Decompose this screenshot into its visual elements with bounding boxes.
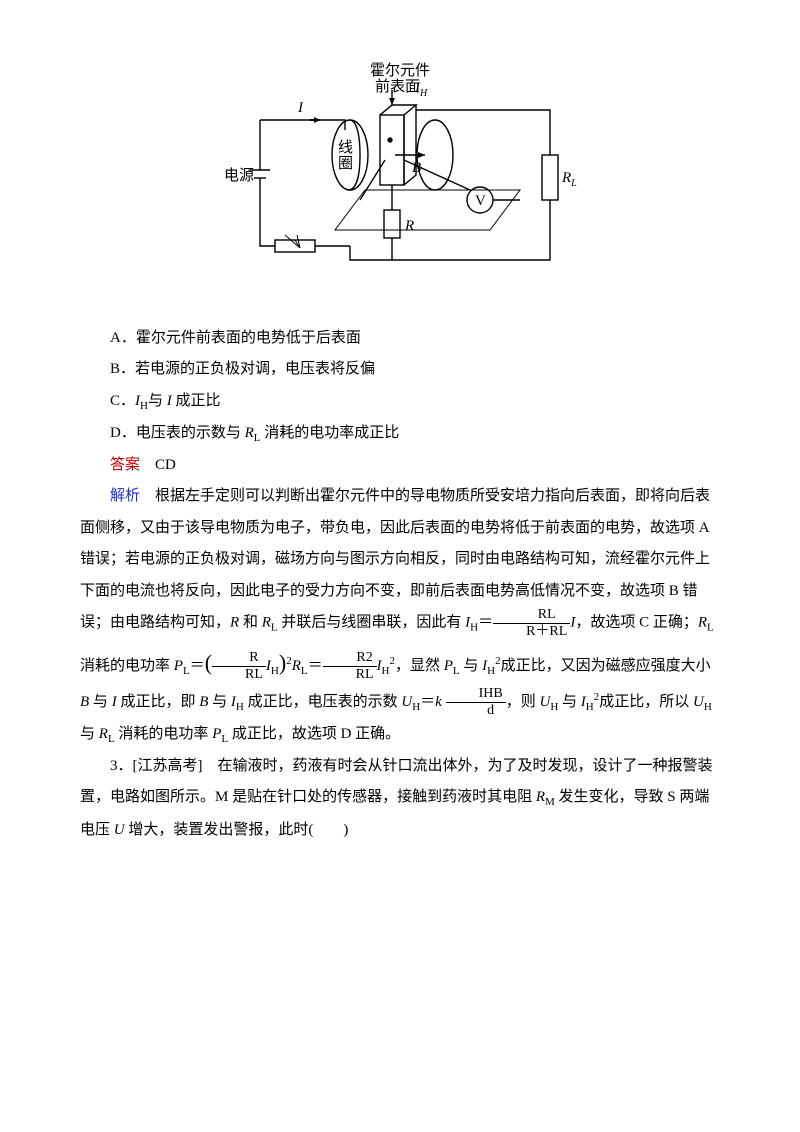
label-source: 电源 [224,167,254,184]
circuit-diagram: 霍尔元件前表面 I IH 电源 线圈 B V RL R [80,60,720,303]
label-V: V [475,193,486,209]
label-IH: IH [414,80,428,99]
analysis-block: 解析 根据左手定则可以判断出霍尔元件中的导电物质所受安培力指向后表面，即将向后表… [80,481,720,751]
options-block: A．霍尔元件前表面的电势低于后表面 B．若电源的正负极对调，电压表将反偏 C．I… [80,323,720,450]
option-b: B．若电源的正负极对调，电压表将反偏 [80,354,720,386]
label-RL: RL [561,170,577,189]
question-3: 3．[江苏高考] 在输液时，药液有时会从针口流出体外，为了及时发现，设计了一种报… [80,751,720,846]
label-I: I [297,100,304,116]
option-c: C．IH与 I 成正比 [80,386,720,418]
analysis-label: 解析 [110,488,140,504]
answer-line: 答案 CD [80,450,720,482]
option-d: D．电压表的示数与 RL 消耗的电功率成正比 [80,418,720,450]
label-B: B [412,160,421,176]
answer-value: CD [140,457,176,473]
option-a: A．霍尔元件前表面的电势低于后表面 [80,323,720,355]
label-coil: 线圈 [338,139,353,172]
circuit-svg: 霍尔元件前表面 I IH 电源 线圈 B V RL R [220,60,580,290]
label-R: R [404,218,414,234]
answer-label: 答案 [110,457,140,473]
